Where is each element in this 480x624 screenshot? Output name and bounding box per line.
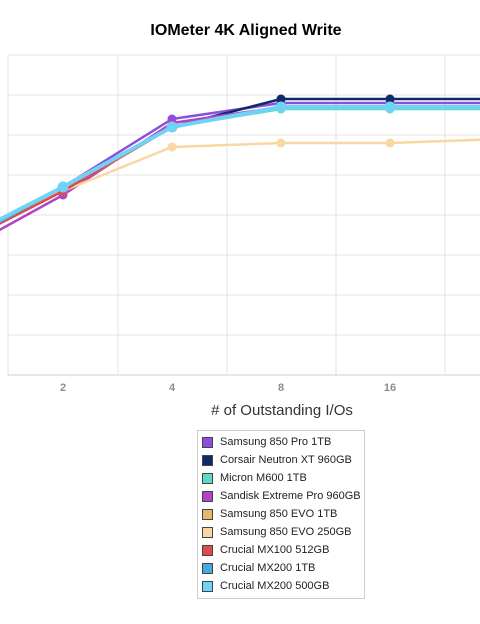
legend-swatch — [202, 472, 213, 484]
legend-item: Samsung 850 EVO 1TB — [198, 505, 364, 523]
series-line — [0, 105, 480, 225]
legend-item: Samsung 850 EVO 250GB — [198, 523, 364, 541]
data-point — [57, 181, 69, 193]
data-point — [275, 101, 287, 113]
legend-swatch — [202, 490, 213, 502]
x-tick-label: 4 — [169, 382, 176, 394]
legend-label: Samsung 850 EVO 1TB — [220, 508, 338, 520]
legend-label: Samsung 850 EVO 250GB — [220, 526, 352, 538]
legend-label: Crucial MX200 1TB — [220, 562, 316, 574]
series-line — [0, 105, 480, 222]
data-point — [384, 101, 396, 113]
data-point — [167, 142, 177, 152]
x-tick-label: 2 — [60, 382, 66, 394]
data-point — [385, 94, 395, 104]
legend-swatch — [202, 526, 213, 538]
legend-item: Crucial MX200 1TB — [198, 559, 364, 577]
legend-item: Crucial MX100 512GB — [198, 541, 364, 559]
legend-label: Crucial MX100 512GB — [220, 544, 330, 556]
legend-item: Samsung 850 Pro 1TB — [198, 433, 364, 451]
series-8 — [0, 101, 480, 222]
series-group — [0, 94, 480, 232]
legend-swatch — [202, 562, 213, 574]
series-7 — [0, 102, 480, 224]
legend-label: Micron M600 1TB — [220, 472, 307, 484]
data-point — [276, 94, 286, 104]
series-line — [0, 105, 480, 225]
series-2 — [0, 104, 480, 221]
data-point — [385, 138, 395, 148]
series-6 — [0, 102, 480, 225]
legend-label: Sandisk Extreme Pro 960GB — [220, 490, 361, 502]
x-tick-label: 8 — [278, 382, 284, 394]
legend-item: Sandisk Extreme Pro 960GB — [198, 487, 364, 505]
legend-label: Crucial MX200 500GB — [220, 580, 330, 592]
legend-item: Corsair Neutron XT 960GB — [198, 451, 364, 469]
legend-swatch — [202, 580, 213, 592]
series-4 — [0, 102, 480, 225]
x-axis-label: # of Outstanding I/Os — [211, 402, 353, 419]
legend-swatch — [202, 544, 213, 556]
legend: Samsung 850 Pro 1TB Corsair Neutron XT 96… — [197, 430, 365, 599]
legend-swatch — [202, 454, 213, 466]
legend-label: Samsung 850 Pro 1TB — [220, 436, 332, 448]
x-tick-label: 16 — [384, 382, 396, 394]
data-point — [166, 121, 178, 133]
legend-swatch — [202, 436, 213, 448]
legend-swatch — [202, 508, 213, 520]
chart-title: IOMeter 4K Aligned Write — [150, 22, 341, 39]
series-1 — [0, 94, 480, 225]
legend-label: Corsair Neutron XT 960GB — [220, 454, 352, 466]
data-point — [276, 138, 286, 148]
legend-item: Crucial MX200 500GB — [198, 577, 364, 595]
series-line — [0, 105, 480, 224]
x-tick-labels: 2 4 8 16 — [60, 382, 396, 394]
legend-item: Micron M600 1TB — [198, 469, 364, 487]
series-line — [0, 97, 480, 225]
series-line — [0, 107, 480, 221]
series-line — [0, 138, 480, 223]
series-5 — [0, 138, 480, 223]
